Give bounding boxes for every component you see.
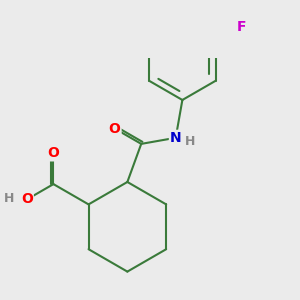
Text: O: O (109, 122, 121, 136)
Text: N: N (170, 131, 182, 145)
Text: O: O (21, 193, 33, 206)
Text: H: H (184, 135, 195, 148)
Text: F: F (237, 20, 246, 34)
Text: O: O (47, 146, 59, 161)
Text: H: H (4, 192, 14, 205)
